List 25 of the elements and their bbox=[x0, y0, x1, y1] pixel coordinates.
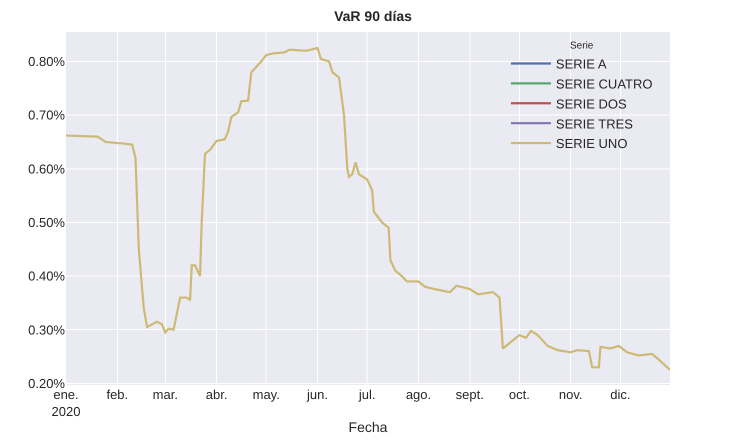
y-tick-label: 0.40% bbox=[28, 268, 66, 284]
chart-title: VaR 90 días bbox=[334, 8, 412, 24]
legend-label: SERIE UNO bbox=[556, 136, 628, 152]
x-axis-title: Fecha bbox=[348, 419, 388, 436]
x-tick-label: abr. bbox=[206, 387, 228, 402]
legend-label: SERIE A bbox=[556, 56, 607, 72]
y-tick-label: 0.50% bbox=[28, 215, 66, 230]
x-tick-label: nov. bbox=[558, 387, 583, 402]
y-tick-label: 0.80% bbox=[28, 54, 66, 70]
x-tick-label: oct. bbox=[508, 387, 530, 402]
y-tick-label: 0.60% bbox=[28, 161, 66, 176]
x-tick-label: jul. bbox=[358, 387, 376, 402]
x-tick-label: feb. bbox=[106, 387, 128, 402]
y-tick-label: 0.70% bbox=[28, 108, 66, 123]
x-tick-label: mar. bbox=[152, 387, 178, 402]
legend-label: SERIE TRES bbox=[556, 116, 634, 132]
x-tick-label: jun. bbox=[306, 387, 328, 402]
legend-label: SERIE DOS bbox=[556, 96, 628, 112]
x-tick-label: ago. bbox=[406, 387, 432, 402]
y-tick-label: 0.30% bbox=[28, 322, 66, 338]
x-tick-label: may. bbox=[252, 387, 280, 402]
x-tick-label: sept. bbox=[456, 387, 484, 402]
legend-label: SERIE CUATRO bbox=[556, 76, 652, 92]
legend-title: Serie bbox=[570, 40, 594, 52]
x-tick-label: dic. bbox=[610, 387, 630, 402]
